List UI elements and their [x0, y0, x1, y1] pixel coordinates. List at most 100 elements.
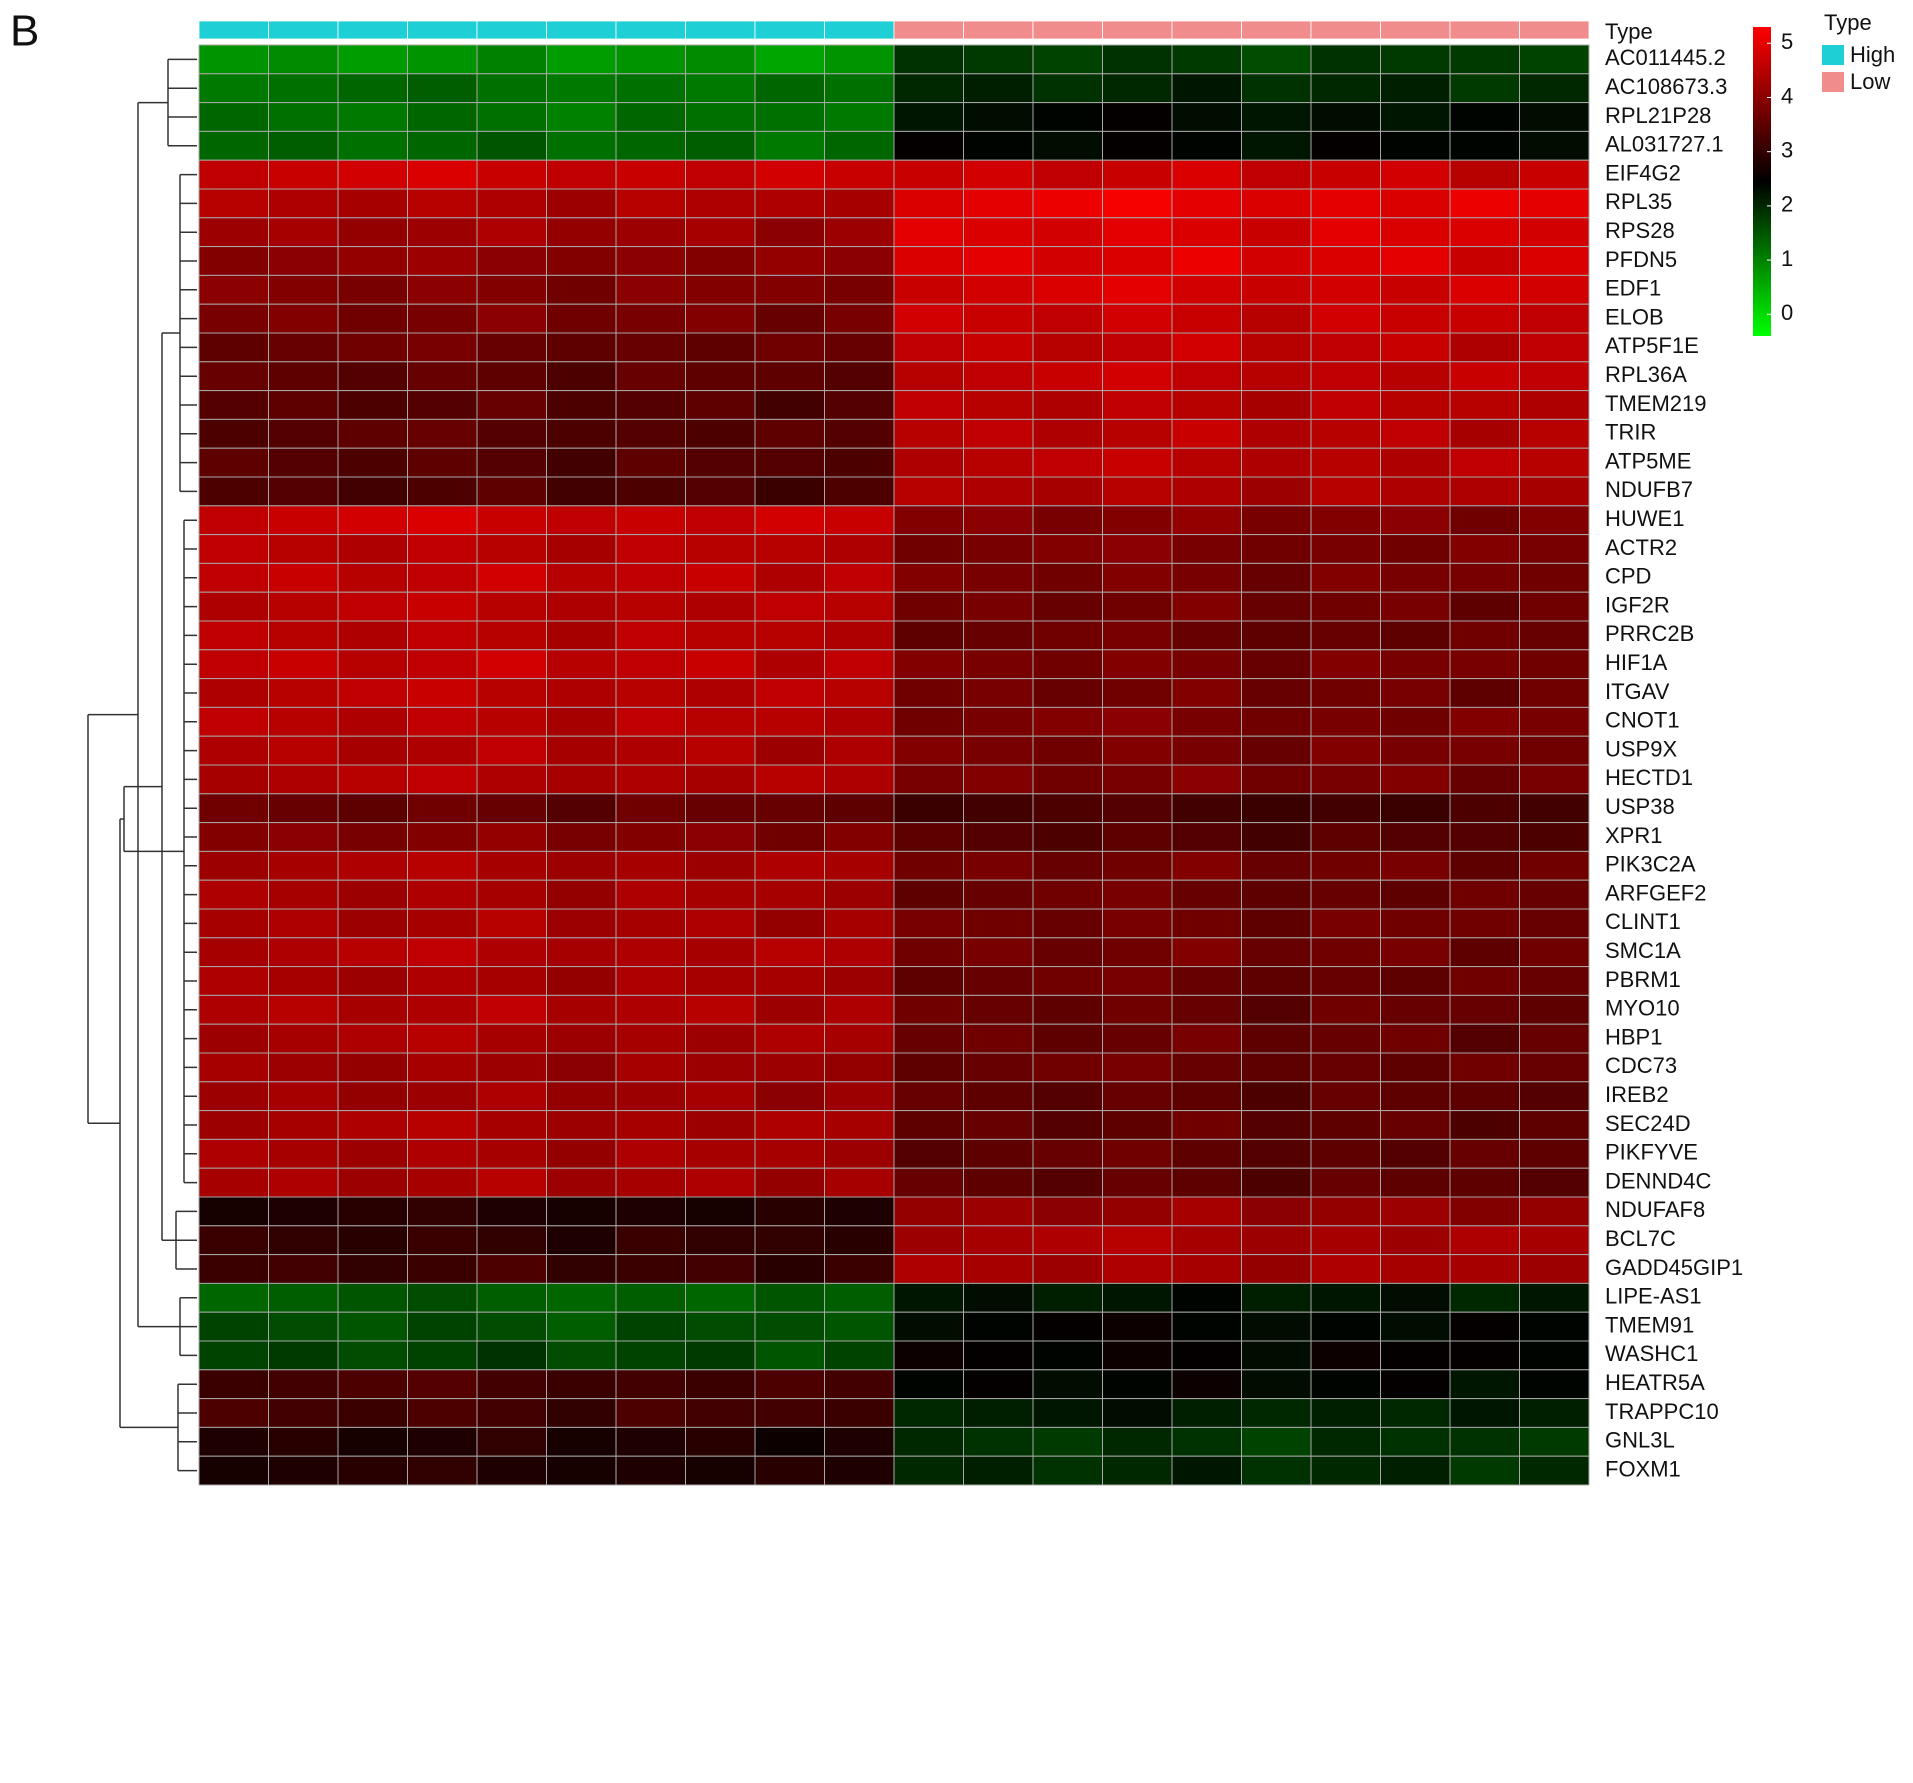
heat-cell — [407, 793, 478, 824]
heat-cell — [546, 1081, 617, 1112]
row-label: ATP5F1E — [1605, 333, 1699, 358]
heat-cell — [407, 822, 478, 852]
heat-cell — [1310, 994, 1381, 1025]
heat-cell — [407, 188, 478, 219]
row-label: NDUFB7 — [1605, 477, 1693, 502]
heat-cell — [546, 1340, 617, 1371]
row-label: PIK3C2A — [1605, 852, 1696, 877]
heat-cell — [615, 1081, 686, 1112]
heat-cell — [1449, 822, 1520, 852]
heat-cell — [268, 1138, 339, 1169]
heat-cell — [1380, 562, 1451, 593]
heat-cell — [1102, 361, 1173, 392]
heat-cell — [198, 44, 269, 75]
heat-cell — [546, 620, 617, 651]
heat-cell — [1241, 1455, 1312, 1486]
heat-cell — [1310, 1023, 1381, 1054]
heat-cell — [1519, 994, 1590, 1025]
heat-cell — [268, 1167, 339, 1198]
heat-cell — [893, 706, 964, 737]
heat-cell — [1449, 562, 1520, 593]
heat-cell — [615, 476, 686, 507]
heat-cell — [1519, 966, 1590, 996]
heat-cell — [685, 447, 756, 478]
annotation-cell — [268, 20, 339, 40]
heat-cell — [198, 188, 269, 219]
heat-cell — [1032, 620, 1103, 651]
heat-cell — [1241, 476, 1312, 507]
heat-cell — [1241, 620, 1312, 651]
heat-cell — [893, 822, 964, 852]
heat-cell — [685, 879, 756, 910]
heat-cell — [824, 1225, 895, 1256]
heat-cell — [407, 1426, 478, 1457]
heat-cell — [893, 1167, 964, 1198]
heat-cell — [1380, 1052, 1451, 1083]
heat-cell — [407, 1398, 478, 1428]
row-label: RPL35 — [1605, 189, 1672, 214]
row-label: AC108673.3 — [1605, 74, 1727, 99]
heat-cell — [893, 505, 964, 536]
heat-cell — [1241, 188, 1312, 219]
heat-cell — [337, 390, 408, 420]
heat-cell — [1310, 130, 1381, 161]
row-label: HIF1A — [1605, 650, 1668, 675]
heat-cell — [337, 246, 408, 276]
heat-cell — [893, 850, 964, 881]
heat-cell — [546, 476, 617, 507]
heat-cell — [1310, 678, 1381, 708]
heat-cell — [268, 994, 339, 1025]
heat-cell — [1241, 1023, 1312, 1054]
heat-cell — [963, 1311, 1034, 1342]
heat-cell — [337, 447, 408, 478]
heat-cell — [1102, 591, 1173, 622]
annotation-cell — [824, 20, 895, 40]
heat-cell — [824, 649, 895, 680]
heat-cell — [685, 246, 756, 276]
heat-cell — [963, 447, 1034, 478]
heat-cell — [685, 534, 756, 564]
heat-cell — [1449, 217, 1520, 248]
heat-cell — [1171, 1254, 1242, 1284]
heat-cell — [963, 274, 1034, 305]
legend-label: Low — [1850, 69, 1890, 94]
heat-cell — [407, 591, 478, 622]
heat-cell — [337, 678, 408, 708]
heat-cell — [1519, 1426, 1590, 1457]
heat-cell — [1310, 966, 1381, 996]
heat-cell — [337, 994, 408, 1025]
heat-cell — [1171, 1023, 1242, 1054]
heat-cell — [546, 1052, 617, 1083]
heat-cell — [615, 44, 686, 75]
heat-cell — [1449, 591, 1520, 622]
heat-cell — [1241, 879, 1312, 910]
heat-cell — [337, 73, 408, 104]
heat-cell — [1102, 274, 1173, 305]
heat-cell — [1102, 303, 1173, 334]
heat-cell — [546, 1225, 617, 1256]
heat-cell — [1449, 1455, 1520, 1486]
heat-cell — [824, 966, 895, 996]
heat-cell — [1102, 44, 1173, 75]
heat-cell — [407, 73, 478, 104]
heat-cell — [1449, 476, 1520, 507]
heat-cell — [685, 1023, 756, 1054]
heat-cell — [754, 1311, 825, 1342]
heat-cell — [337, 591, 408, 622]
heat-cell — [824, 73, 895, 104]
heat-cell — [1310, 735, 1381, 766]
heat-cell — [754, 159, 825, 190]
heat-cell — [1380, 505, 1451, 536]
row-label: GNL3L — [1605, 1428, 1675, 1453]
heat-cell — [1241, 591, 1312, 622]
colorbar-tick-label: 1 — [1781, 246, 1793, 271]
heat-cell — [1241, 908, 1312, 939]
row-label: ATP5ME — [1605, 448, 1691, 473]
heat-cell — [893, 188, 964, 219]
row-label: CLINT1 — [1605, 909, 1681, 934]
heat-cell — [1380, 303, 1451, 334]
heat-cell — [546, 159, 617, 190]
heat-cell — [1449, 1426, 1520, 1457]
heat-cell — [268, 361, 339, 392]
